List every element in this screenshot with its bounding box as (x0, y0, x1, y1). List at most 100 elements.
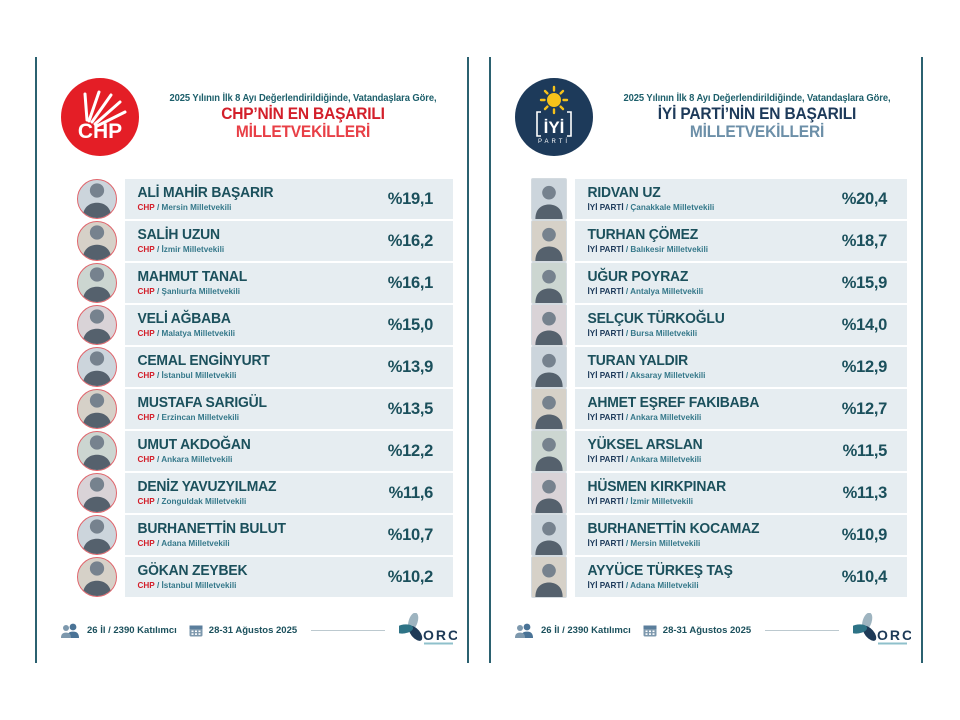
mp-row: RIDVAN UZ İYİ PARTİ / Çanakkale Milletve… (531, 178, 921, 220)
mp-party-label: CHP (137, 496, 155, 507)
mp-bar: AHMET EŞREF FAKIBABA İYİ PARTİ / Ankara … (575, 389, 907, 429)
person-silhouette-icon (82, 435, 112, 470)
mp-score: %10,9 (841, 525, 888, 544)
mp-bar: SALİH UZUN CHP / İzmir Milletvekili %16,… (125, 221, 453, 261)
mp-party-label: CHP (137, 286, 155, 297)
mp-detail: / Adana Milletvekili (625, 580, 699, 591)
mp-name: BURHANETTİN BULUT (137, 521, 286, 538)
mp-detail: / Antalya Milletvekili (625, 286, 704, 297)
orc-logo: ORC (853, 613, 911, 647)
mp-score: %18,7 (841, 231, 888, 250)
mp-name: SELÇUK TÜRKOĞLU (587, 311, 725, 328)
svg-text:PARTİ: PARTİ (538, 138, 570, 145)
mp-bar: MUSTAFA SARIGÜL CHP / Erzincan Milletvek… (125, 389, 453, 429)
mp-name: MUSTAFA SARIGÜL (137, 395, 267, 412)
chp-title-light: MİLLETVEKİLLERİ (235, 122, 371, 141)
mp-bar: TURAN YALDIR İYİ PARTİ / Aksaray Milletv… (575, 347, 907, 387)
mp-detail: / İstanbul Milletvekili (156, 580, 237, 591)
person-silhouette-icon (82, 561, 112, 596)
mp-score: %19,1 (387, 189, 434, 208)
mp-detail: / Ankara Milletvekili (625, 454, 702, 465)
svg-text:ORC: ORC (877, 627, 911, 643)
mp-row: AYYÜCE TÜRKEŞ TAŞ İYİ PARTİ / Adana Mill… (531, 556, 921, 598)
mp-score: %11,6 (388, 483, 434, 502)
mp-row: AHMET EŞREF FAKIBABA İYİ PARTİ / Ankara … (531, 388, 921, 430)
mp-row: MAHMUT TANAL CHP / Şanlıurfa Milletvekil… (77, 263, 467, 303)
participants-text: 26 İl / 2390 Katılımcı (87, 624, 177, 636)
iyi-title-strong: İYİ PARTİ’NİN EN BAŞARILI (657, 105, 857, 124)
mp-name: DENİZ YAVUZYILMAZ (137, 479, 277, 496)
mp-photo (77, 389, 117, 429)
mp-party-label: CHP (137, 328, 155, 339)
mp-bar: CEMAL ENGİNYURT CHP / İstanbul Milletvek… (125, 347, 453, 387)
mp-photo (77, 263, 117, 303)
mp-row: BURHANETTİN BULUT CHP / Adana Milletveki… (77, 515, 467, 555)
mp-name: TURAN YALDIR (587, 353, 689, 370)
mp-name: AYYÜCE TÜRKEŞ TAŞ (587, 563, 733, 580)
person-silhouette-icon (82, 393, 112, 428)
mp-photo (77, 305, 117, 345)
mp-name: HÜSMEN KIRKPINAR (587, 479, 726, 496)
mp-detail: / Aksaray Milletvekili (625, 370, 706, 381)
mp-row: UĞUR POYRAZ İYİ PARTİ / Antalya Milletve… (531, 262, 921, 304)
person-silhouette-icon (82, 351, 112, 386)
mp-party-label: İYİ PARTİ (587, 538, 624, 549)
svg-text:İYİ: İYİ (544, 118, 565, 137)
chp-logo: CHP (61, 78, 139, 156)
mp-score: %12,7 (841, 399, 888, 418)
mp-name: SALİH UZUN (137, 227, 220, 244)
mp-bar: UMUT AKDOĞAN CHP / Ankara Milletvekili %… (125, 431, 453, 471)
mp-row: TURHAN ÇÖMEZ İYİ PARTİ / Balıkesir Mille… (531, 220, 921, 262)
person-silhouette-icon (535, 437, 563, 471)
mp-row: CEMAL ENGİNYURT CHP / İstanbul Milletvek… (77, 347, 467, 387)
chp-header: CHP 2025 Yılının İlk 8 Ayı Değerlendiril… (37, 57, 467, 165)
mp-photo (531, 220, 567, 262)
mp-photo (77, 431, 117, 471)
mp-score: %11,3 (842, 483, 888, 502)
mp-bar: HÜSMEN KIRKPINAR İYİ PARTİ / İzmir Mille… (575, 473, 907, 513)
iyi-logo-icon: İYİ PARTİ (536, 85, 572, 145)
mp-detail: / Erzincan Milletvekili (156, 412, 240, 423)
mp-party-label: CHP (137, 538, 155, 549)
mp-score: %14,0 (841, 315, 888, 334)
mp-bar: YÜKSEL ARSLAN İYİ PARTİ / Ankara Milletv… (575, 431, 907, 471)
panel-chp: CHP 2025 Yılının İlk 8 Ayı Değerlendiril… (35, 57, 469, 663)
footer-divider (311, 629, 385, 631)
mp-party-label: İYİ PARTİ (587, 496, 624, 507)
mp-detail: / Şanlıurfa Milletvekili (156, 286, 240, 297)
mp-row: BURHANETTİN KOCAMAZ İYİ PARTİ / Mersin M… (531, 514, 921, 556)
mp-row: DENİZ YAVUZYILMAZ CHP / Zonguldak Millet… (77, 473, 467, 513)
mp-photo (531, 472, 567, 514)
mp-photo (77, 179, 117, 219)
mp-detail: / Balıkesir Milletvekili (625, 244, 708, 255)
svg-text:ORC: ORC (423, 627, 457, 643)
mp-photo (531, 430, 567, 472)
mp-row: HÜSMEN KIRKPINAR İYİ PARTİ / İzmir Mille… (531, 472, 921, 514)
mp-name: YÜKSEL ARSLAN (587, 437, 703, 454)
orc-logo: ORC (399, 613, 457, 647)
mp-score: %15,9 (841, 273, 888, 292)
mp-photo (77, 221, 117, 261)
mp-detail: / Ankara Milletvekili (625, 412, 702, 423)
mp-bar: MAHMUT TANAL CHP / Şanlıurfa Milletvekil… (125, 263, 453, 303)
mp-party-label: CHP (137, 370, 155, 381)
people-icon (513, 623, 535, 638)
person-silhouette-icon (535, 185, 563, 219)
mp-name: VELİ AĞBABA (137, 311, 231, 328)
iyi-mp-list: RIDVAN UZ İYİ PARTİ / Çanakkale Milletve… (491, 178, 921, 598)
mp-party-label: İYİ PARTİ (587, 286, 624, 297)
person-silhouette-icon (82, 309, 112, 344)
mp-photo (77, 557, 117, 597)
mp-photo (531, 388, 567, 430)
chp-subtitle: 2025 Yılının İlk 8 Ayı Değerlendirildiği… (169, 93, 437, 105)
mp-photo (77, 347, 117, 387)
mp-party-label: CHP (137, 580, 155, 591)
calendar-icon (643, 624, 657, 637)
mp-name: UĞUR POYRAZ (587, 269, 689, 286)
mp-score: %12,2 (387, 441, 434, 460)
mp-party-label: İYİ PARTİ (587, 244, 624, 255)
mp-photo (77, 515, 117, 555)
person-silhouette-icon (535, 227, 563, 261)
chp-logo-icon: CHP (78, 90, 127, 143)
mp-photo (531, 262, 567, 304)
